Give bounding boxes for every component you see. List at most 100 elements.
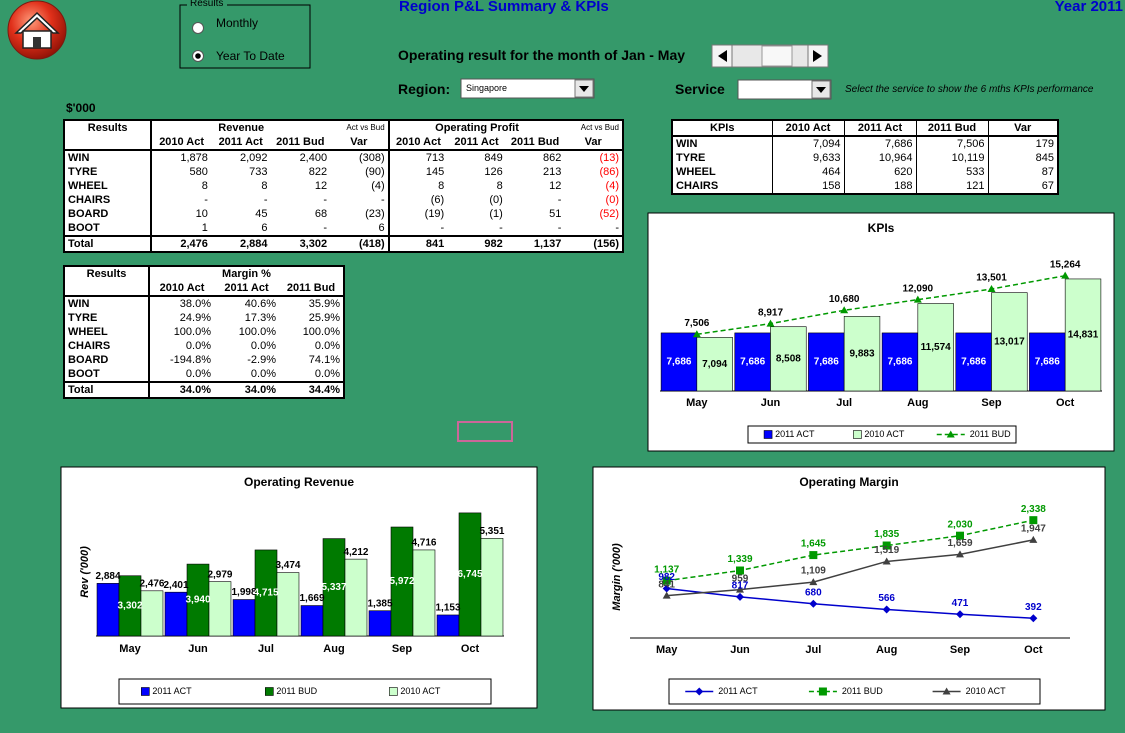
x-tick-label: Jun bbox=[761, 397, 781, 409]
bar bbox=[412, 549, 436, 637]
row-label: WIN bbox=[672, 136, 773, 151]
row-label: WIN bbox=[64, 150, 153, 165]
cell: - bbox=[323, 194, 328, 206]
cell: 7,506 bbox=[916, 136, 989, 151]
cell: (1) bbox=[489, 208, 503, 220]
chart-frame bbox=[592, 466, 1106, 711]
radio-label[interactable]: Monthly bbox=[216, 16, 259, 30]
region-dropdown[interactable] bbox=[460, 78, 595, 99]
cell: 6 bbox=[330, 221, 390, 236]
data-label: 2,401 bbox=[163, 580, 188, 591]
row-label: CHAIRS bbox=[672, 179, 773, 194]
x-tick-label: Sep bbox=[392, 643, 412, 655]
x-tick-label: Jun bbox=[730, 644, 750, 656]
row-label: TYRE bbox=[672, 151, 773, 165]
chart-title: Operating Revenue bbox=[244, 475, 354, 489]
data-label: 1,153 bbox=[435, 603, 460, 614]
cell: 0.0% bbox=[185, 368, 211, 380]
pl-table: Results Revenue Act vs Bud Operating Profit… bbox=[63, 119, 624, 253]
column-header: 2010 Act bbox=[772, 120, 845, 137]
data-label: 1,109 bbox=[801, 566, 826, 577]
header-row: Results Margin % bbox=[64, 266, 344, 281]
cell: 87 bbox=[988, 165, 1059, 179]
cell: - bbox=[557, 222, 562, 234]
service-dropdown[interactable] bbox=[737, 79, 832, 100]
legend-frame bbox=[747, 425, 1017, 444]
header-cell: Revenue bbox=[218, 122, 265, 134]
x-tick-label: Aug bbox=[876, 644, 897, 656]
row-label: BOARD bbox=[64, 207, 153, 221]
cell: 179 bbox=[988, 136, 1059, 151]
margin-table: Results Margin % 2010 Act 2011 Act 2011 Bud W… bbox=[63, 265, 345, 399]
region-value[interactable]: Singapore bbox=[466, 83, 508, 93]
bar bbox=[955, 332, 992, 392]
cell: 1,878 bbox=[180, 152, 208, 164]
data-label: 2,884 bbox=[95, 571, 120, 582]
scrollbar[interactable] bbox=[711, 44, 829, 68]
home-button[interactable] bbox=[7, 0, 67, 60]
data-row: CHAIRS 158 188 121 67 bbox=[672, 179, 1059, 194]
radio-label[interactable]: Year To Date bbox=[216, 49, 285, 63]
x-tick-label: Jun bbox=[188, 643, 208, 655]
cell: - bbox=[204, 194, 208, 206]
row-label: BOOT bbox=[64, 367, 150, 382]
column-header: 2011 Bud bbox=[916, 120, 989, 137]
cell: 2,476 bbox=[151, 235, 211, 252]
cell: 845 bbox=[988, 151, 1059, 165]
cell: 0.0% bbox=[314, 368, 340, 380]
data-row: TYRE 580 733 822 (90) 145 126 213 (86) bbox=[64, 165, 623, 179]
cell: (52) bbox=[599, 208, 619, 220]
data-label: 7,686 bbox=[814, 357, 839, 368]
legend-label: 2010 ACT bbox=[966, 686, 1007, 696]
column-header: 2010 Act bbox=[151, 135, 211, 151]
row-label: Total bbox=[64, 381, 150, 398]
cell: 841 bbox=[388, 235, 448, 252]
cell: - bbox=[557, 194, 562, 206]
cell: - bbox=[440, 222, 445, 234]
column-header: 2011 Act bbox=[214, 281, 279, 297]
point bbox=[662, 591, 671, 599]
header-row: Results Revenue Act vs Bud Operating Profit… bbox=[64, 120, 623, 135]
column-header: KPIs bbox=[672, 120, 773, 137]
service-hint: Select the service to show the 6 mths KP… bbox=[845, 84, 1094, 95]
data-label: 959 bbox=[732, 573, 749, 584]
cell: 100.0% bbox=[302, 326, 340, 338]
cell: 713 bbox=[425, 152, 445, 164]
x-tick-label: Oct bbox=[1024, 644, 1043, 656]
data-row: CHAIRS 0.0% 0.0% 0.0% bbox=[64, 339, 344, 353]
bar bbox=[991, 292, 1028, 392]
cell: 2,400 bbox=[299, 152, 328, 164]
data-label: 982 bbox=[658, 572, 675, 583]
row-label: BOARD bbox=[64, 353, 150, 367]
row-label: WHEEL bbox=[64, 179, 153, 193]
bar bbox=[276, 572, 300, 637]
data-label: 7,686 bbox=[740, 357, 765, 368]
point bbox=[913, 295, 922, 303]
data-label: 1,519 bbox=[874, 545, 899, 556]
data-label: 680 bbox=[805, 587, 822, 598]
data-row: BOOT 0.0% 0.0% 0.0% bbox=[64, 367, 344, 382]
header-cell: Results bbox=[64, 266, 150, 281]
radio-button[interactable] bbox=[192, 22, 204, 34]
line bbox=[666, 539, 1034, 597]
line bbox=[666, 519, 1034, 582]
data-label: 1,645 bbox=[801, 539, 826, 550]
data-label: 13,017 bbox=[994, 336, 1025, 347]
data-label: 8,508 bbox=[776, 353, 801, 364]
bar bbox=[660, 332, 698, 392]
cell: 74.1% bbox=[308, 354, 340, 366]
y-axis-label: Rev ('000) bbox=[79, 546, 91, 598]
cell: - bbox=[499, 222, 503, 234]
legend-label: 2011 ACT bbox=[775, 429, 815, 439]
legend-label: 2011 BUD bbox=[970, 429, 1011, 439]
point bbox=[736, 585, 744, 593]
data-label: 817 bbox=[732, 580, 749, 591]
row-label: TYRE bbox=[64, 311, 150, 325]
data-label: 566 bbox=[878, 593, 895, 604]
cell: 35.9% bbox=[308, 298, 340, 310]
y-axis-label: Margin ('000) bbox=[611, 543, 623, 611]
cell: 67 bbox=[988, 179, 1059, 194]
data-row: TYRE 24.9% 17.3% 25.9% bbox=[64, 311, 344, 325]
legend-label: 2011 BUD bbox=[276, 686, 317, 696]
